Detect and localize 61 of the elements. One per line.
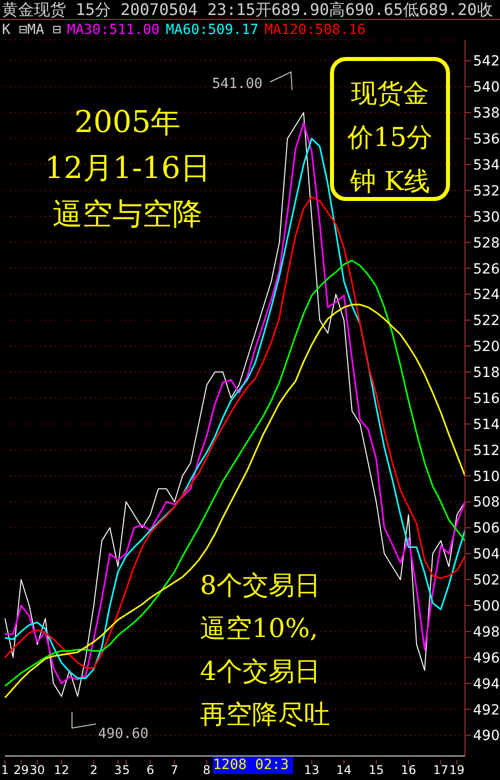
annotation: 逼空与空降	[52, 196, 204, 234]
x-tick-label: 29	[14, 763, 29, 777]
annotation: 钟 K线	[349, 166, 431, 199]
y-tick-label: 512	[473, 442, 500, 459]
y-tick-label: 500	[473, 598, 500, 615]
y-tick-label: 514	[473, 416, 500, 433]
x-tick-label: 17	[433, 763, 448, 777]
y-tick-label: 496	[473, 650, 500, 666]
y-tick-label: 504	[473, 546, 500, 563]
x-tick-label: 15	[368, 763, 384, 777]
y-tick-label: 516	[473, 390, 500, 407]
y-tick-label: 506	[473, 520, 500, 537]
y-tick-label: 538	[473, 106, 500, 122]
y-tick-label: 522	[473, 313, 500, 330]
y-tick-label: 494	[473, 676, 500, 692]
annotation: 490.60	[98, 726, 149, 742]
annotation: 8个交易日	[200, 570, 322, 603]
x-tick-label: 14	[336, 763, 352, 777]
y-tick-label: 510	[473, 468, 500, 485]
x-tick-label: 30	[30, 763, 45, 777]
y-tick-label: 518	[473, 365, 500, 382]
y-tick-label: 532	[473, 183, 500, 200]
y-tick-label: 536	[473, 132, 500, 148]
y-tick-label: 502	[473, 572, 500, 589]
x-tick-label: 3	[114, 763, 122, 777]
x-tick-label: 6	[146, 763, 154, 777]
x-tick-label: 12	[54, 763, 70, 777]
y-tick-label: 490	[473, 728, 500, 744]
y-tick-label: 534	[473, 157, 500, 174]
text: MA120:508.16	[264, 22, 366, 38]
y-tick-label: 492	[473, 702, 500, 718]
x-tick-label: 8	[202, 763, 211, 777]
y-tick-label: 540	[473, 80, 500, 96]
y-tick-label: 528	[473, 235, 500, 252]
text: MA60:509.17	[166, 22, 258, 38]
annotation: 12月1-16日	[44, 150, 212, 188]
annotation: 价15分	[346, 122, 434, 155]
chart-title: 黄金现货 15分 20070504 23:15开689.90高690.65低689.20收	[2, 0, 493, 21]
annotation: 2005年	[73, 104, 182, 142]
x-tick-label: 7	[170, 763, 178, 777]
y-tick-label: 542	[473, 54, 500, 70]
x-tick-label: 13	[304, 763, 320, 777]
annotation: 再空降尽吐	[200, 699, 330, 732]
annotation: 541.00	[212, 76, 263, 92]
y-tick-label: 520	[473, 339, 500, 356]
chart-subtitle: K ⊟MA ⊟	[2, 22, 62, 38]
annotation: 4个交易日	[200, 656, 322, 689]
y-tick-label: 498	[473, 624, 500, 640]
annotation: 逼空10%,	[200, 613, 320, 646]
x-tick-label: 5	[122, 763, 130, 777]
x-tick-label: 16	[400, 763, 416, 777]
text: 1208 02:3	[213, 757, 293, 774]
x-tick-label: 19	[449, 763, 465, 777]
y-tick-label: 530	[473, 209, 500, 226]
annotation: 现货金	[350, 78, 430, 111]
y-tick-label: 526	[473, 261, 500, 278]
x-tick-label: 1	[1, 763, 9, 777]
text: MA30:511.00	[67, 22, 160, 38]
x-tick-label: 2	[90, 763, 98, 777]
y-tick-label: 508	[473, 494, 500, 511]
y-tick-label: 524	[473, 287, 500, 304]
